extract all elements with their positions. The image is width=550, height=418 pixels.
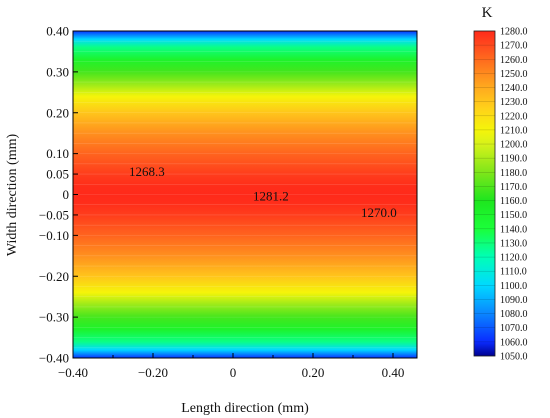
colorbar-labels: 1280.0 1270.0 1260.0 1250.0 1240.0 1230.0 1220…: [500, 27, 528, 363]
y-tick-label: −0.05: [39, 207, 69, 222]
colorbar-label: 1090.0: [500, 295, 528, 306]
x-axis-ticks: −0.40 −0.20 0 0.20 0.40: [58, 353, 404, 380]
y-tick-label: 0.10: [46, 146, 69, 161]
y-tick-label: 0: [63, 187, 70, 202]
colorbar-label: 1170.0: [500, 182, 527, 193]
colorbar-label: 1180.0: [500, 168, 527, 179]
colorbar-label: 1050.0: [500, 352, 528, 363]
colorbar-label: 1250.0: [500, 69, 528, 80]
x-axis-title: Length direction (mm): [181, 401, 309, 416]
y-axis-ticks: 0.40 0.30 0.20 0.10 0.05 0 −0.05 −0.10 −0.20 −0.3…: [39, 24, 78, 366]
y-tick-label: −0.40: [39, 351, 69, 366]
colorbar-unit: K: [482, 5, 493, 21]
colorbar-label: 1120.0: [500, 253, 527, 264]
y-tick-label: 0.40: [46, 24, 69, 39]
value-annotation: 1268.3: [129, 164, 165, 179]
colorbar: [473, 30, 496, 357]
y-tick-label: −0.30: [39, 310, 69, 325]
x-tick-label: −0.40: [58, 365, 88, 380]
y-tick-label: 0.30: [46, 64, 69, 79]
colorbar-label: 1100.0: [500, 281, 527, 292]
colorbar-label: 1060.0: [500, 337, 528, 348]
colorbar-label: 1230.0: [500, 97, 528, 108]
value-annotations: 1268.3 1281.2 1270.0: [129, 164, 397, 220]
colorbar-label: 1240.0: [500, 83, 528, 94]
y-tick-label: −0.20: [39, 269, 69, 284]
colorbar-label: 1270.0: [500, 41, 528, 52]
y-axis-title: Width direction (mm): [5, 134, 20, 257]
colorbar-label: 1130.0: [500, 238, 527, 249]
colorbar-label: 1160.0: [500, 196, 527, 207]
colorbar-contour-lines: [474, 30, 495, 357]
colorbar-label: 1070.0: [500, 323, 528, 334]
colorbar-label: 1200.0: [500, 140, 528, 151]
colorbar-label: 1210.0: [500, 125, 528, 136]
value-annotation: 1281.2: [253, 189, 289, 204]
contour-bands: [73, 30, 417, 359]
colorbar-label: 1220.0: [500, 111, 528, 122]
y-tick-label: 0.20: [46, 105, 69, 120]
x-tick-label: −0.20: [138, 365, 168, 380]
y-tick-label: −0.10: [39, 228, 69, 243]
colorbar-label: 1150.0: [500, 210, 527, 221]
colorbar-label: 1140.0: [500, 224, 527, 235]
x-tick-label: 0: [230, 365, 237, 380]
temperature-field: [73, 31, 417, 358]
value-annotation: 1270.0: [361, 205, 397, 220]
y-tick-label: 0.05: [46, 167, 69, 182]
x-tick-label: 0.40: [382, 365, 405, 380]
x-tick-label: 0.20: [302, 365, 325, 380]
colorbar-label: 1190.0: [500, 154, 527, 165]
colorbar-label: 1280.0: [500, 27, 528, 38]
colorbar-label: 1110.0: [500, 267, 527, 278]
colorbar-label: 1260.0: [500, 55, 528, 66]
colorbar-label: 1080.0: [500, 309, 528, 320]
